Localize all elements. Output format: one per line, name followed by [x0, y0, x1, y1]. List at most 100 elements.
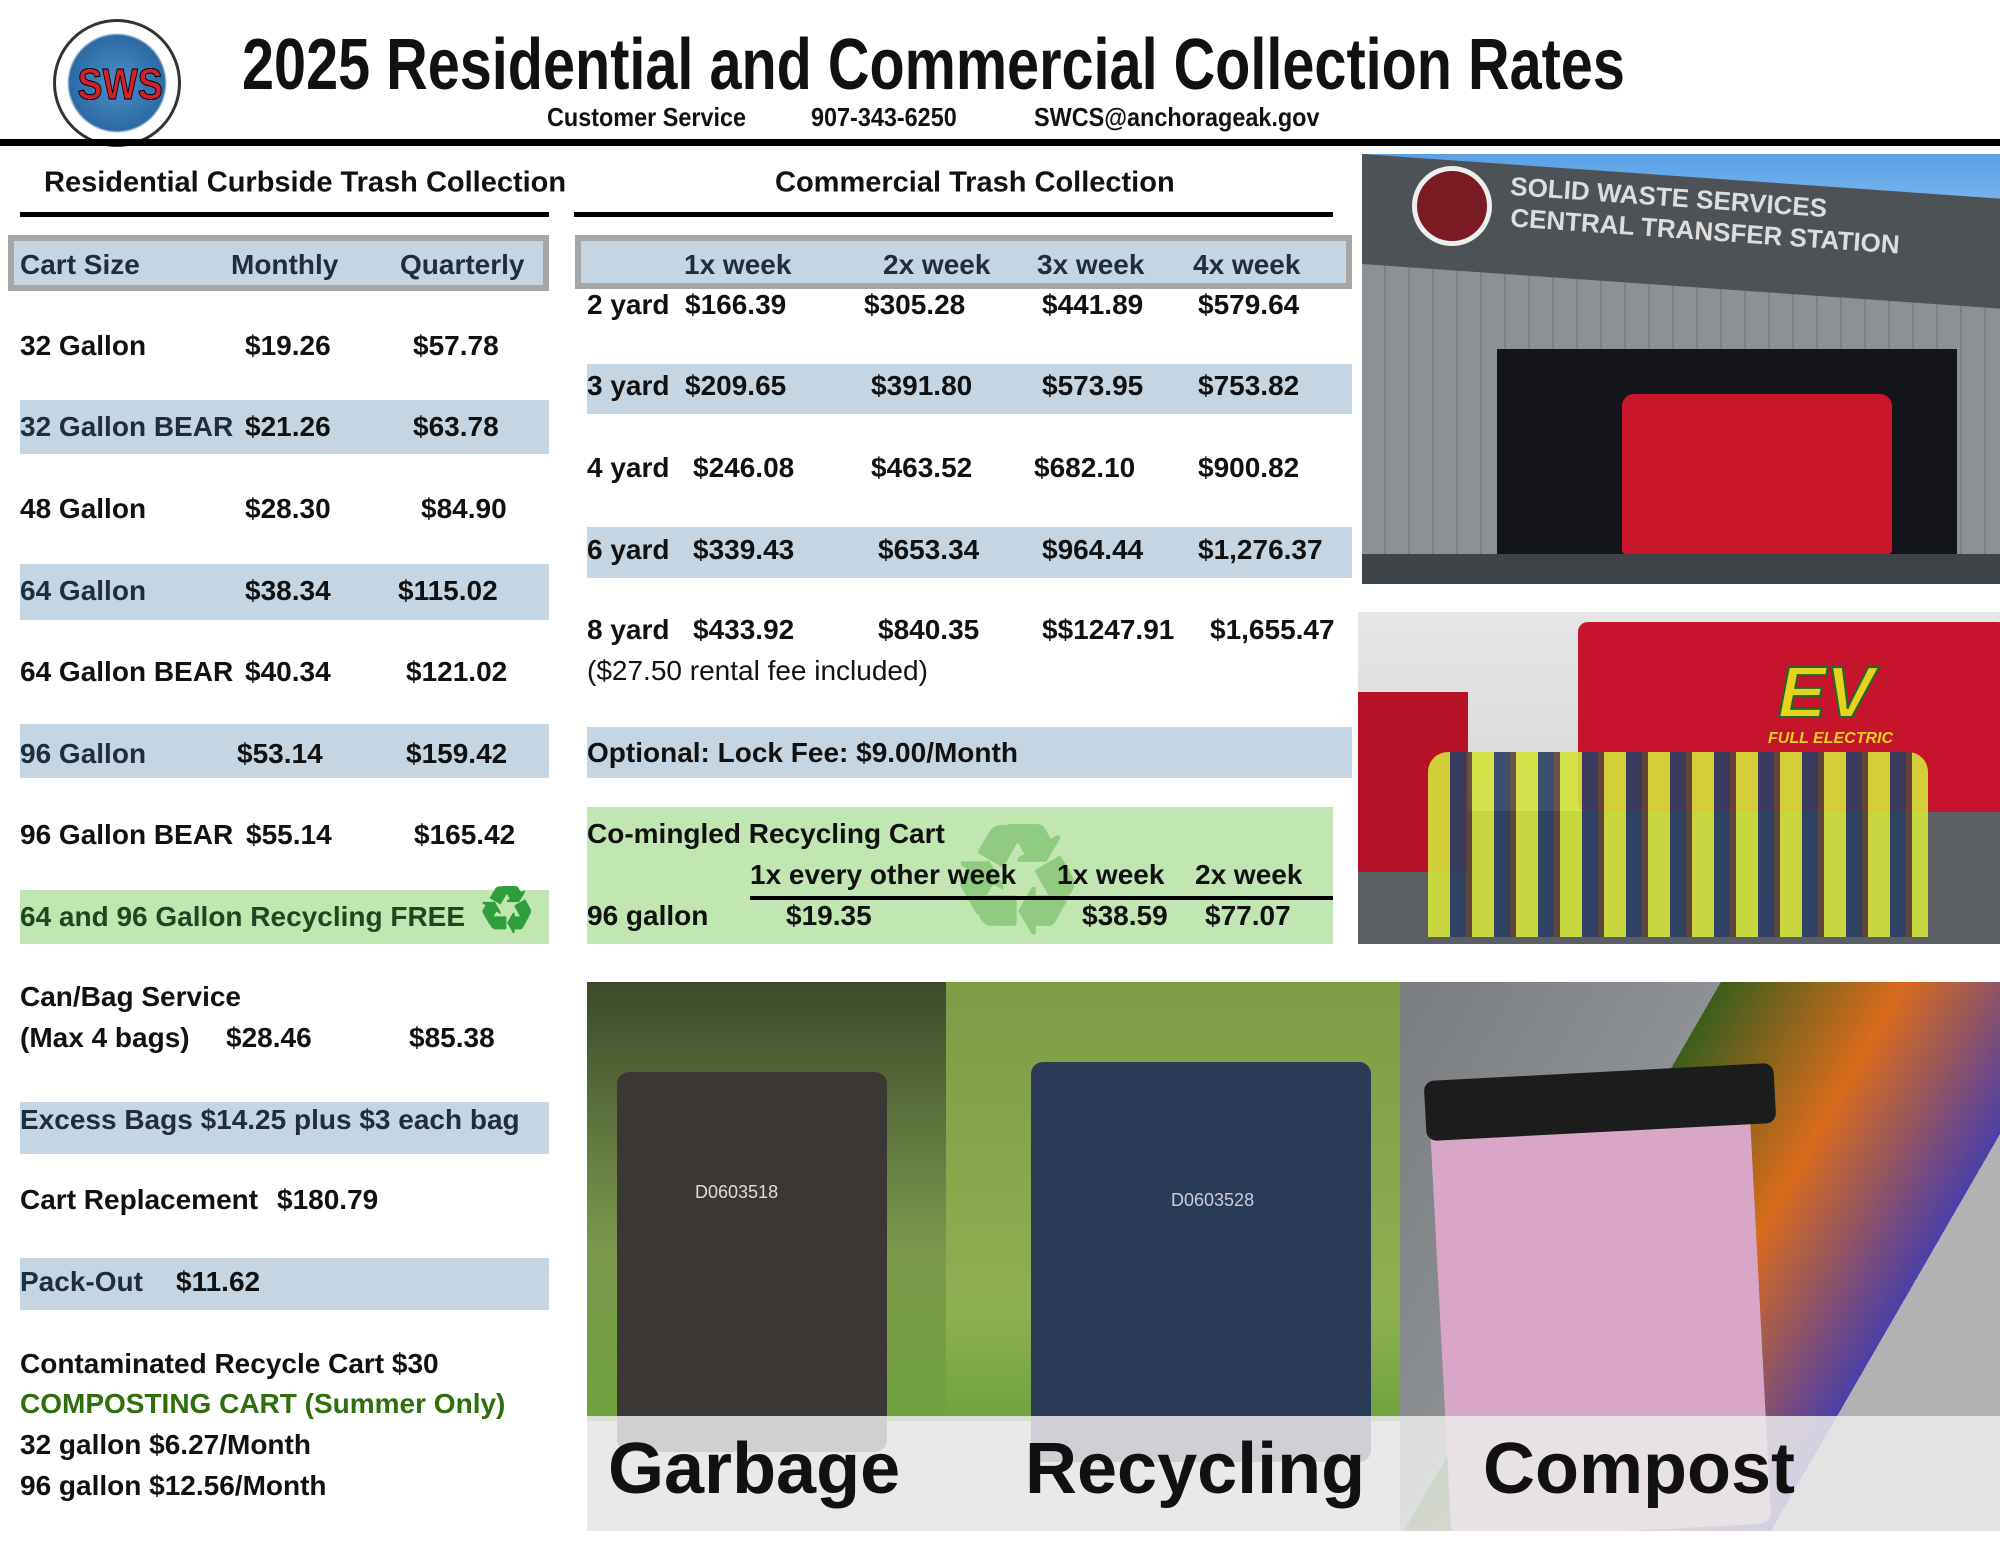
crew-group	[1428, 752, 1928, 937]
col-monthly: Monthly	[231, 249, 339, 280]
can-bag-max: (Max 4 bags)	[20, 1022, 190, 1053]
price-3x: $964.44	[1042, 534, 1144, 565]
cart-replacement-price: $180.79	[277, 1184, 379, 1215]
price-4x: $753.82	[1198, 370, 1300, 401]
recycling-cart-title: Co-mingled Recycling Cart	[587, 818, 945, 849]
pack-out-price: $11.62	[176, 1266, 261, 1297]
commercial-header-row	[575, 235, 1352, 289]
monthly-price: $19.26	[245, 330, 331, 361]
price-2x: $653.34	[878, 534, 980, 565]
customer-service-label: Customer Service	[547, 102, 746, 132]
col-3x-week: 3x week	[1037, 249, 1145, 280]
transfer-station-photo: SOLID WASTE SERVICES CENTRAL TRANSFER ST…	[1362, 154, 2000, 584]
quarterly-price: $115.02	[398, 575, 498, 606]
price-4x: $900.82	[1198, 452, 1300, 483]
price-4x: $579.64	[1198, 289, 1300, 320]
monthly-price: $53.14	[237, 738, 323, 769]
recycling-rule	[750, 896, 1333, 900]
price-1x: $246.08	[693, 452, 795, 483]
quarterly-price: $121.02	[406, 656, 508, 687]
cart-size: 64 Gallon	[20, 575, 147, 606]
header-divider	[0, 139, 2000, 146]
ground	[1362, 554, 2000, 584]
recycle-icon: ♻	[478, 874, 536, 946]
email-link[interactable]: SWCS@anchorageak.gov	[1034, 102, 1320, 132]
cart-size: 32 Gallon	[20, 330, 147, 361]
col-quarterly: Quarterly	[400, 249, 525, 280]
contaminated-fee: Contaminated Recycle Cart $30	[20, 1348, 439, 1379]
price-3x: $573.95	[1042, 370, 1144, 401]
cart-size: 96 Gallon	[20, 738, 147, 769]
lock-fee-band	[587, 727, 1352, 778]
recycling-price-2x: $77.07	[1205, 900, 1291, 931]
price-1x: $339.43	[693, 534, 795, 565]
price-2x: $391.80	[871, 370, 973, 401]
quarterly-price: $159.42	[406, 738, 508, 769]
commercial-title: Commercial Trash Collection	[775, 166, 1175, 199]
price-4x: $1,276.37	[1198, 534, 1323, 565]
can-bag-title: Can/Bag Service	[20, 981, 241, 1012]
pack-out-band	[20, 1258, 549, 1310]
quarterly-price: $57.78	[413, 330, 499, 361]
row-band	[20, 400, 549, 454]
col-recycling-1x: 1x week	[1057, 859, 1165, 890]
label-compost: Compost	[1483, 1429, 1795, 1509]
excess-bags-band	[20, 1102, 549, 1154]
residential-header-row	[8, 235, 549, 291]
commercial-title-rule	[574, 212, 1333, 217]
monthly-price: $21.26	[245, 411, 331, 442]
yard-size: 2 yard	[587, 289, 670, 320]
price-3x: $441.89	[1042, 289, 1144, 320]
recycling-free-band	[20, 890, 549, 944]
col-2x-week: 2x week	[883, 249, 991, 280]
price-2x: $305.28	[864, 289, 966, 320]
col-cart-size: Cart Size	[20, 249, 140, 280]
rental-note: ($27.50 rental fee included)	[587, 655, 928, 686]
yard-size: 4 yard	[587, 452, 670, 483]
recycling-price-eow: $19.35	[786, 900, 872, 931]
quarterly-price: $84.90	[421, 493, 507, 524]
page-title: 2025 Residential and Commercial Collecti…	[242, 25, 1625, 105]
monthly-price: $28.30	[245, 493, 331, 524]
row-band	[587, 364, 1352, 414]
col-every-other-week: 1x every other week	[750, 859, 1017, 890]
recycling-cart-box	[587, 807, 1333, 944]
composting-title: COMPOSTING CART (Summer Only)	[20, 1388, 506, 1419]
price-4x: $1,655.47	[1210, 614, 1335, 645]
yard-size: 6 yard	[587, 534, 670, 565]
ev-truck-crew-photo: EV FULL ELECTRIC	[1358, 612, 2000, 944]
cart-size: 64 Gallon BEAR	[20, 656, 234, 687]
yard-size: 8 yard	[587, 614, 670, 645]
monthly-price: $38.34	[245, 575, 331, 606]
truck-ev-logo: EV	[1777, 652, 1875, 734]
can-bag-quarterly: $85.38	[409, 1022, 495, 1053]
logo-text: SWS	[77, 60, 163, 110]
cart-size: 96 Gallon BEAR	[20, 819, 234, 850]
recycle-watermark-icon: ♻	[950, 796, 1085, 964]
phone-number[interactable]: 907-343-6250	[811, 102, 957, 132]
col-recycling-2x: 2x week	[1195, 859, 1303, 890]
recycling-price-1x: $38.59	[1082, 900, 1168, 931]
excess-bags: Excess Bags $14.25 plus $3 each bag	[20, 1104, 520, 1135]
monthly-price: $55.14	[246, 819, 332, 850]
compost-96: 96 gallon $12.56/Month	[20, 1470, 327, 1501]
price-2x: $463.52	[871, 452, 973, 483]
cart-replacement-label: Cart Replacement	[20, 1184, 259, 1215]
row-band	[20, 564, 549, 620]
compost-32: 32 gallon $6.27/Month	[20, 1429, 311, 1460]
label-garbage: Garbage	[608, 1429, 901, 1509]
monthly-price: $40.34	[245, 656, 331, 687]
truck-ev-sub: FULL ELECTRIC	[1768, 730, 1894, 747]
sws-logo: SWS	[53, 19, 181, 147]
cart-id: D0603528	[1171, 1190, 1255, 1210]
quarterly-price: $63.78	[413, 411, 499, 442]
price-1x: $433.92	[693, 614, 795, 645]
recycling-cart	[1031, 1062, 1371, 1462]
quarterly-price: $165.42	[414, 819, 516, 850]
price-2x: $840.35	[878, 614, 980, 645]
col-4x-week: 4x week	[1193, 249, 1301, 280]
recycling-free-text: 64 and 96 Gallon Recycling FREE	[20, 901, 466, 932]
recycling-row-label: 96 gallon	[587, 900, 709, 931]
pack-out-label: Pack-Out	[20, 1266, 143, 1297]
lock-fee: Optional: Lock Fee: $9.00/Month	[587, 737, 1018, 768]
